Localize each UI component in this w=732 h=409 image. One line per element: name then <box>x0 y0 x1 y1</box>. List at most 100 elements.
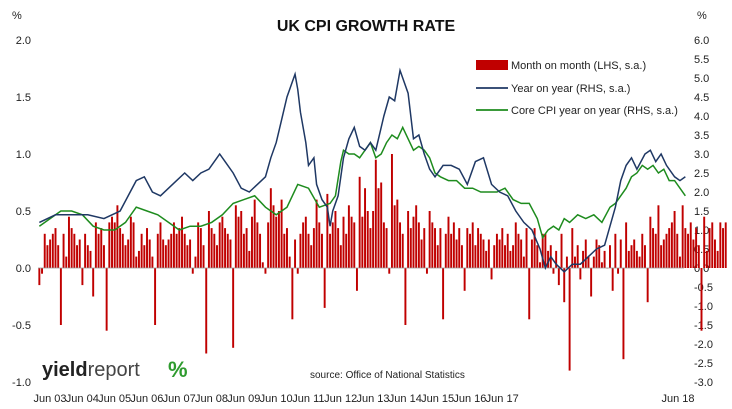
mom-bar <box>78 239 81 268</box>
mom-bar <box>229 239 232 268</box>
mom-bar <box>183 233 186 268</box>
mom-bar <box>533 228 536 268</box>
x-tick-label: Jun 04 <box>66 393 99 405</box>
mom-bar <box>364 188 367 268</box>
mom-bar <box>294 239 297 268</box>
mom-bar <box>143 245 146 268</box>
right-tick-label: 3.5 <box>694 130 709 142</box>
right-tick-label: 1.5 <box>694 206 709 218</box>
mom-bar <box>205 268 208 354</box>
x-tick-label: Jun 11 <box>292 393 324 405</box>
mom-bar <box>506 233 509 268</box>
mom-bar <box>140 233 143 268</box>
mom-bar <box>97 233 100 268</box>
mom-bar <box>444 233 447 268</box>
mom-bar <box>213 233 216 268</box>
mom-bar <box>73 233 76 268</box>
mom-bar <box>234 205 237 268</box>
mom-bar <box>487 239 490 268</box>
mom-bar <box>673 211 676 268</box>
right-axis-unit-label: % <box>697 10 707 22</box>
mom-bar <box>689 222 692 268</box>
mom-bar <box>57 245 60 268</box>
right-tick-label: 4.5 <box>694 92 709 104</box>
mom-bar <box>135 256 138 268</box>
mom-bar <box>614 233 617 268</box>
mom-bar <box>132 222 135 268</box>
mom-bar <box>62 233 65 268</box>
mom-bar <box>194 256 197 268</box>
mom-bar <box>283 233 286 268</box>
mom-bars <box>38 154 727 371</box>
mom-bar <box>716 250 719 268</box>
mom-bar <box>412 216 415 268</box>
mom-bar <box>146 228 148 268</box>
legend-label-core: Core CPI year on year (RHS, s.a.) <box>511 105 678 117</box>
mom-bar <box>469 233 471 268</box>
mom-bar <box>218 222 221 268</box>
mom-bar <box>345 233 348 268</box>
mom-bar <box>151 256 154 268</box>
x-tick-label: Jun 17 <box>486 393 519 405</box>
mom-bar <box>323 268 326 308</box>
mom-bar <box>393 205 396 268</box>
mom-bar <box>390 154 393 268</box>
mom-bar <box>404 268 407 325</box>
mom-bar <box>46 245 49 268</box>
mom-bar <box>495 233 498 268</box>
mom-bar <box>197 222 200 268</box>
mom-bar <box>662 239 665 268</box>
chart-title: UK CPI GROWTH RATE <box>277 18 456 35</box>
mom-bar <box>584 239 587 268</box>
mom-bar <box>237 216 240 268</box>
mom-bar <box>522 256 525 268</box>
mom-bar <box>434 228 436 268</box>
mom-bar <box>181 216 183 268</box>
mom-bar <box>100 228 103 268</box>
mom-bar <box>251 216 253 268</box>
mom-bar <box>280 199 283 268</box>
mom-bar <box>355 268 358 291</box>
mom-bar <box>466 228 469 268</box>
mom-bar <box>409 228 412 268</box>
legend-label-yoy: Year on year (RHS, s.a.) <box>511 83 630 95</box>
mom-bar <box>240 211 243 268</box>
mom-bar <box>38 268 41 286</box>
mom-bar <box>43 233 46 268</box>
mom-bar <box>504 245 506 268</box>
mom-bar <box>49 239 52 268</box>
mom-bar <box>318 222 321 268</box>
mom-bar <box>592 256 595 268</box>
mom-bar <box>415 205 418 268</box>
mom-bar <box>471 222 474 268</box>
right-tick-label: -3.0 <box>694 377 713 389</box>
mom-bar <box>547 250 550 268</box>
mom-bar <box>342 216 345 268</box>
x-tick-label: Jun 16 <box>453 393 486 405</box>
mom-bar <box>296 268 299 274</box>
mom-bar <box>264 268 267 274</box>
mom-bar <box>372 211 375 268</box>
mom-bar <box>245 228 248 268</box>
mom-bar <box>137 250 140 268</box>
mom-bar <box>111 216 113 268</box>
mom-bar <box>310 245 313 268</box>
mom-bar <box>590 268 593 297</box>
mom-bar <box>366 211 369 268</box>
mom-bar <box>670 222 673 268</box>
mom-bar <box>382 222 385 268</box>
left-tick-label: 1.0 <box>16 149 31 161</box>
x-tick-label: Jun 07 <box>163 393 196 405</box>
left-axis-unit-label: % <box>12 10 22 22</box>
mom-bar <box>646 268 649 303</box>
mom-bar <box>479 233 482 268</box>
mom-bar <box>94 222 97 268</box>
mom-bar <box>638 256 641 268</box>
mom-bar <box>337 228 340 268</box>
mom-bar <box>713 239 716 268</box>
mom-bar <box>299 233 302 268</box>
mom-bar <box>609 245 611 268</box>
mom-bar <box>458 228 461 268</box>
right-tick-label: 3.0 <box>694 149 709 161</box>
mom-bar <box>51 233 54 268</box>
